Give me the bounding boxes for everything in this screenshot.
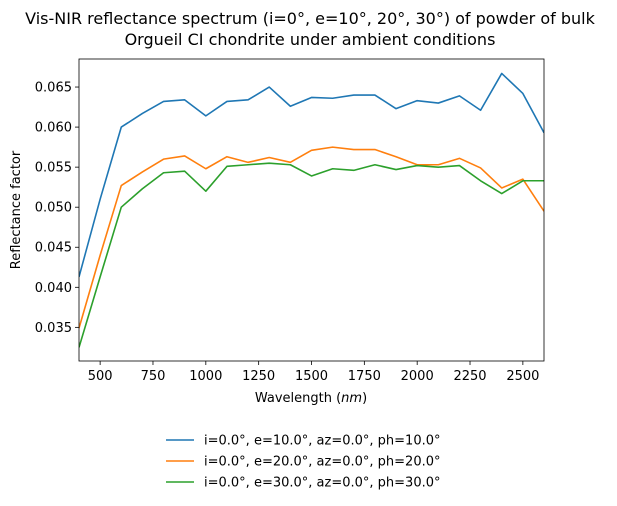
- y-tick-label: 0.050: [35, 201, 72, 216]
- legend-label-2: i=0.0°, e=20.0°, az=0.0°, ph=20.0°: [204, 455, 441, 470]
- x-tick-label: 2000: [401, 369, 434, 384]
- y-tick-label: 0.065: [35, 81, 72, 96]
- series-line-2: [79, 146, 544, 329]
- x-tick-label: 2500: [506, 369, 539, 384]
- x-tick-label: 1500: [295, 369, 328, 384]
- plot-frame: [78, 58, 545, 362]
- legend-label-1: i=0.0°, e=10.0°, az=0.0°, ph=10.0°: [204, 434, 441, 449]
- x-tick-label: 500: [88, 369, 113, 384]
- x-tick-label: 750: [141, 369, 166, 384]
- series-line-3: [79, 162, 544, 348]
- x-tick-label: 2250: [453, 369, 486, 384]
- y-tick-label: 0.060: [35, 121, 72, 136]
- y-tick-label: 0.055: [35, 161, 72, 176]
- x-tick-label: 1750: [348, 369, 381, 384]
- chart-title-line-2: Orgueil CI chondrite under ambient condi…: [125, 30, 496, 49]
- x-tick-label: 1000: [189, 369, 222, 384]
- x-tick-label: 1250: [242, 369, 275, 384]
- legend: i=0.0°, e=10.0°, az=0.0°, ph=10.0° i=0.0°…: [166, 434, 441, 491]
- series-line-1: [79, 72, 544, 278]
- legend-label-3: i=0.0°, e=30.0°, az=0.0°, ph=30.0°: [204, 476, 441, 491]
- y-axis-label: Reflectance factor: [9, 150, 24, 269]
- y-tick-label: 0.035: [35, 321, 72, 336]
- x-axis-label: Wavelength (nm): [255, 391, 367, 406]
- chart-title-line-1: Vis-NIR reflectance spectrum (i=0°, e=10…: [25, 9, 595, 28]
- y-tick-label: 0.045: [35, 241, 72, 256]
- plot-area: [79, 72, 544, 348]
- y-tick-label: 0.040: [35, 281, 72, 296]
